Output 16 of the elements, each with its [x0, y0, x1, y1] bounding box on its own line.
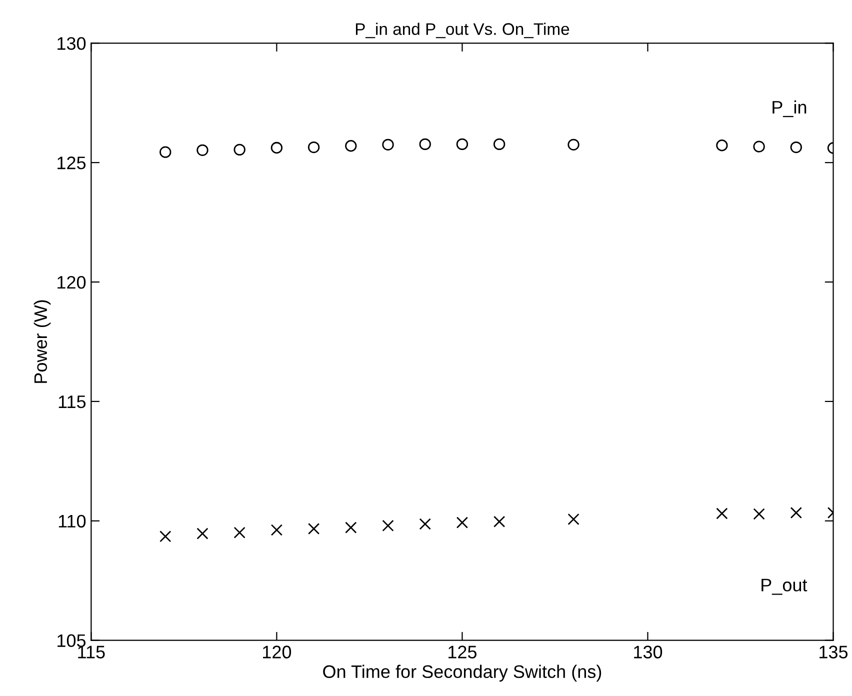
x-tick-label: 125	[448, 646, 477, 658]
y-tick-label: 125	[58, 156, 86, 170]
y-axis-title: Power (W)	[34, 300, 51, 383]
x-tick-label: 115	[78, 646, 105, 658]
y-tick-label: 110	[58, 514, 86, 528]
y-tick-label: 105	[58, 634, 86, 648]
y-tick-label: 115	[58, 396, 86, 408]
y-tick-label: 120	[58, 276, 86, 289]
annotation: P_in	[772, 100, 806, 118]
y-tick-label: 130	[58, 37, 86, 50]
x-axis-title: On Time for Secondary Switch (ns)	[323, 664, 602, 682]
x-tick-label: 120	[263, 646, 292, 658]
x-tick-label: 130	[634, 646, 662, 658]
annotation: P_out	[762, 578, 808, 595]
chart-title: P_in and P_out Vs. On_Time	[356, 22, 570, 38]
x-tick-label: 135	[820, 646, 848, 658]
